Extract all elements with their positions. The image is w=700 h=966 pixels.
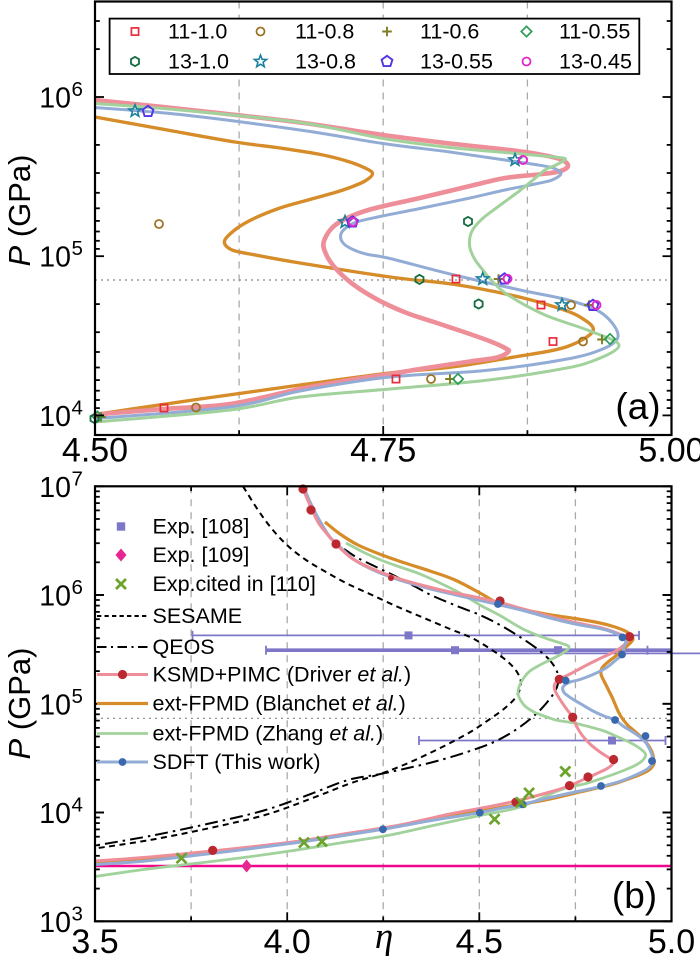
svg-text:5.00: 5.00 <box>638 432 700 470</box>
svg-text:10: 10 <box>39 689 71 721</box>
svg-text:3.5: 3.5 <box>71 923 118 961</box>
svg-text:(b): (b) <box>612 875 657 916</box>
svg-text:13-0.45: 13-0.45 <box>559 50 632 74</box>
svg-text:5: 5 <box>72 237 83 260</box>
svg-text:P (GPa): P (GPa) <box>2 155 37 267</box>
svg-text:11-0.6: 11-0.6 <box>420 20 479 44</box>
svg-text:4.0: 4.0 <box>264 923 311 961</box>
svg-text:(a): (a) <box>615 386 660 427</box>
svg-text:6: 6 <box>72 576 83 599</box>
svg-text:13-0.55: 13-0.55 <box>420 50 493 74</box>
svg-text:SDFT (This work): SDFT (This work) <box>153 750 321 774</box>
svg-text:3: 3 <box>72 902 83 925</box>
svg-text:4.5: 4.5 <box>456 923 503 961</box>
svg-text:10: 10 <box>39 83 71 115</box>
svg-text:SESAME: SESAME <box>153 604 243 628</box>
svg-text:QEOS: QEOS <box>153 635 215 659</box>
svg-text:10: 10 <box>39 798 71 830</box>
svg-text:11-0.55: 11-0.55 <box>559 20 630 44</box>
svg-text:η: η <box>375 916 393 957</box>
svg-text:ext-FPMD (Zhang et al.): ext-FPMD (Zhang et al.) <box>153 722 384 746</box>
svg-text:5: 5 <box>72 685 83 708</box>
svg-text:6: 6 <box>72 78 83 101</box>
svg-text:P (GPa): P (GPa) <box>2 648 37 760</box>
svg-text:10: 10 <box>39 472 71 504</box>
svg-text:11-0.8: 11-0.8 <box>295 20 354 44</box>
svg-text:13-1.0: 13-1.0 <box>168 50 229 74</box>
svg-text:Exp. [109]: Exp. [109] <box>153 543 250 567</box>
svg-text:4.50: 4.50 <box>62 432 128 470</box>
svg-text:5.0: 5.0 <box>648 923 695 961</box>
svg-text:4: 4 <box>72 794 83 817</box>
svg-text:11-1.0: 11-1.0 <box>168 20 227 44</box>
svg-text:10: 10 <box>39 907 71 939</box>
svg-text:KSMD+PIMC (Driver et al.): KSMD+PIMC (Driver et al.) <box>153 663 412 687</box>
svg-text:ext-FPMD (Blanchet et al.): ext-FPMD (Blanchet et al.) <box>153 692 406 716</box>
svg-text:10: 10 <box>39 581 71 613</box>
svg-text:10: 10 <box>39 401 71 433</box>
svg-text:4: 4 <box>72 396 83 419</box>
svg-text:7: 7 <box>72 467 83 490</box>
svg-text:Exp. [108]: Exp. [108] <box>153 515 250 539</box>
svg-text:10: 10 <box>39 242 71 274</box>
svg-text:4.75: 4.75 <box>350 432 416 470</box>
svg-text:13-0.8: 13-0.8 <box>295 50 356 74</box>
svg-text:Exp.cited in [110]: Exp.cited in [110] <box>153 572 316 596</box>
